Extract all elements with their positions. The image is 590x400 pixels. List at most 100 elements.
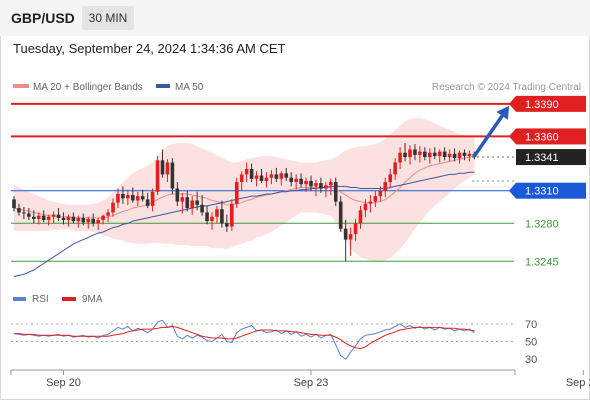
level-label-1.3341: 1.3341: [525, 152, 559, 164]
candle-body: [244, 169, 249, 175]
candle-body: [304, 180, 308, 185]
candle-body: [254, 175, 259, 179]
legend-label-9ma: 9MA: [82, 294, 103, 305]
price-labels: 1.3390 1.3360 1.3341 1.3310 1.3280 1.3245: [509, 95, 586, 268]
rsi-9ma-line: [14, 325, 475, 350]
candle-body: [71, 216, 76, 222]
candle-body: [432, 152, 437, 156]
candle-body: [259, 175, 264, 181]
candle-body: [423, 151, 427, 158]
level-tag-pointer: [509, 182, 516, 199]
candle-body: [46, 216, 51, 221]
candle-body: [195, 200, 199, 205]
rsi-line: [13, 319, 475, 360]
candle-body: [175, 188, 180, 202]
candle-body: [408, 149, 412, 158]
candle-body: [353, 223, 358, 235]
level-tag-1.3310: [516, 182, 586, 199]
candle-body: [437, 151, 442, 156]
ma20-line: [13, 155, 475, 219]
candle-body: [32, 216, 36, 219]
level-tag-1.3341: [516, 149, 586, 166]
level-label-1.3280: 1.3280: [525, 218, 559, 230]
candlesticks: [12, 142, 477, 262]
bollinger-band-area: [14, 118, 475, 262]
candle-body: [333, 182, 338, 202]
level-label-1.3390: 1.3390: [525, 99, 559, 111]
candle-body: [309, 180, 313, 187]
chart-header: GBP/USD 30 MIN: [0, 0, 590, 36]
candle-body: [56, 214, 61, 218]
candle-body: [91, 218, 95, 224]
candle-body: [131, 195, 135, 201]
candle-body: [368, 201, 373, 204]
candle-body: [205, 212, 209, 222]
candle-body: [126, 195, 130, 199]
candle-body: [428, 152, 432, 158]
candle-body: [274, 174, 279, 179]
candle-body: [101, 215, 105, 221]
price-levels: [11, 102, 514, 262]
candle-body: [121, 193, 125, 199]
candle-body: [170, 162, 175, 189]
time-tick-label: Sep 23: [294, 377, 329, 389]
ma50-line: [13, 171, 475, 277]
credit-text: Research © 2024 Trading Central: [432, 82, 581, 93]
time-axis: Sep 20 Sep 23 Sep 24: [10, 369, 590, 389]
candle-body: [116, 193, 120, 203]
candle-body: [462, 152, 467, 156]
candle-body: [413, 149, 417, 155]
candle-body: [294, 178, 298, 183]
indicator-legend: MA 20 + Bollinger Bands MA 50 Research ©…: [13, 82, 581, 93]
legend-swatch-rsi: [13, 297, 26, 301]
candle-body: [225, 223, 229, 227]
level-label-1.3310: 1.3310: [525, 186, 559, 198]
level-label-1.3360: 1.3360: [525, 131, 559, 143]
candle-body: [319, 183, 323, 189]
candle-body: [66, 216, 71, 221]
time-tick-label: Sep 24: [566, 377, 590, 389]
candle-body: [27, 213, 31, 217]
candle-body: [284, 173, 289, 178]
candle-body: [230, 203, 234, 227]
candle-body: [150, 191, 155, 206]
candle-body: [190, 200, 194, 209]
candle-body: [343, 228, 348, 240]
forecast-arrow: [472, 106, 509, 158]
candle-body: [279, 173, 284, 179]
level-label-1.3245: 1.3245: [525, 256, 559, 268]
candle-body: [314, 183, 318, 187]
level-tag-1.3390: [516, 95, 586, 112]
candle-body: [86, 218, 91, 223]
rsi-legend: RSI 9MA: [13, 294, 103, 305]
legend-swatch-ma20: [13, 84, 29, 88]
candle-body: [418, 151, 422, 155]
candle-body: [41, 215, 46, 221]
candle-body: [447, 153, 452, 158]
candle-body: [106, 212, 110, 216]
candle-body: [378, 190, 383, 197]
candle-body: [264, 177, 269, 181]
candle-body: [96, 220, 100, 224]
candle-body: [76, 217, 81, 222]
candle-body: [358, 210, 363, 224]
candle-body: [383, 182, 388, 191]
candle-body: [289, 177, 293, 183]
level-tag-1.3360: [516, 128, 586, 145]
candle-body: [145, 199, 150, 206]
rsi-tick-30: 30: [525, 354, 537, 366]
candle-body: [51, 214, 56, 217]
candle-body: [180, 197, 185, 202]
indicator-lines: [13, 155, 475, 277]
candle-body: [210, 216, 214, 222]
candle-body: [348, 234, 353, 240]
candle-body: [403, 152, 407, 158]
candle-body: [239, 174, 244, 183]
candle-body: [467, 153, 472, 156]
candle-body: [17, 208, 21, 213]
candle-body: [111, 202, 115, 213]
candle-body: [299, 178, 303, 185]
rsi-tick-70: 70: [525, 319, 537, 331]
timeframe-button[interactable]: 30 MIN: [82, 6, 134, 30]
